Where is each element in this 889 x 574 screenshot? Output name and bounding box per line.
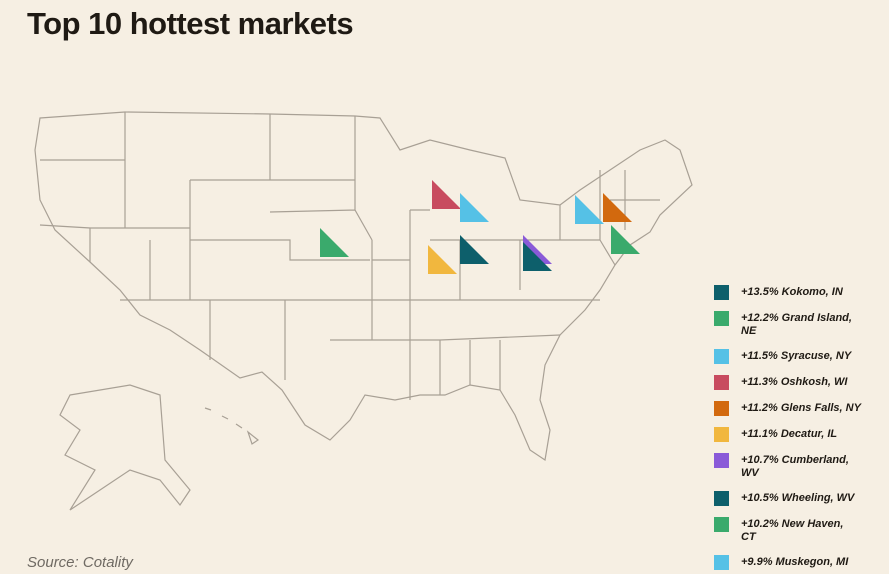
hawaii [204,407,260,445]
state-outlines [34,111,693,511]
legend-label: +10.5% Wheeling, WV [741,492,855,504]
legend-label: +11.5% Syracuse, NY [741,350,852,362]
legend-item: +11.1% Decatur, IL [714,427,879,442]
market-marker [611,225,640,254]
legend-item: +10.7% Cumberland, WV [714,453,879,480]
legend-swatch [714,285,729,300]
legend-swatch [714,517,729,532]
markers [320,180,640,274]
us-outline [34,111,693,462]
market-marker [523,242,552,271]
legend-label: +10.2% New Haven, CT [741,518,844,543]
market-marker [460,235,489,264]
legend-swatch [714,349,729,364]
legend-item: +9.9% Muskegon, MI [714,555,879,570]
legend-swatch [714,375,729,390]
legend-swatch [714,555,729,570]
legend-swatch [714,491,729,506]
market-marker [603,193,632,222]
legend-label: +11.3% Oshkosh, WI [741,376,848,388]
market-marker [320,228,349,257]
legend-label: +11.2% Glens Falls, NY [741,402,861,414]
legend-swatch [714,453,729,468]
legend-label: +13.5% Kokomo, IN [741,286,843,298]
legend-item: +11.3% Oshkosh, WI [714,375,879,390]
legend-item: +12.2% Grand Island, NE [714,311,879,338]
legend-item: +10.5% Wheeling, WV [714,491,879,506]
alaska [59,384,191,511]
legend-swatch [714,401,729,416]
us-map [34,111,693,511]
source: Source: Cotality [27,554,133,571]
legend: +13.5% Kokomo, IN +12.2% Grand Island, NE… [714,285,879,570]
market-marker [428,245,457,274]
legend-label: +12.2% Grand Island, NE [741,312,852,337]
legend-item: +11.2% Glens Falls, NY [714,401,879,416]
legend-item: +10.2% New Haven, CT [714,517,879,544]
legend-swatch [714,311,729,326]
legend-swatch [714,427,729,442]
legend-item: +13.5% Kokomo, IN [714,285,879,300]
market-marker [432,180,461,209]
market-marker [460,193,489,222]
market-marker [575,195,604,224]
state-lines [39,112,660,400]
title: Top 10 hottest markets [27,6,354,41]
legend-label: +10.7% Cumberland, WV [741,454,849,479]
legend-item: +11.5% Syracuse, NY [714,349,879,364]
legend-label: +11.1% Decatur, IL [741,428,838,440]
legend-label: +9.9% Muskegon, MI [741,556,849,568]
